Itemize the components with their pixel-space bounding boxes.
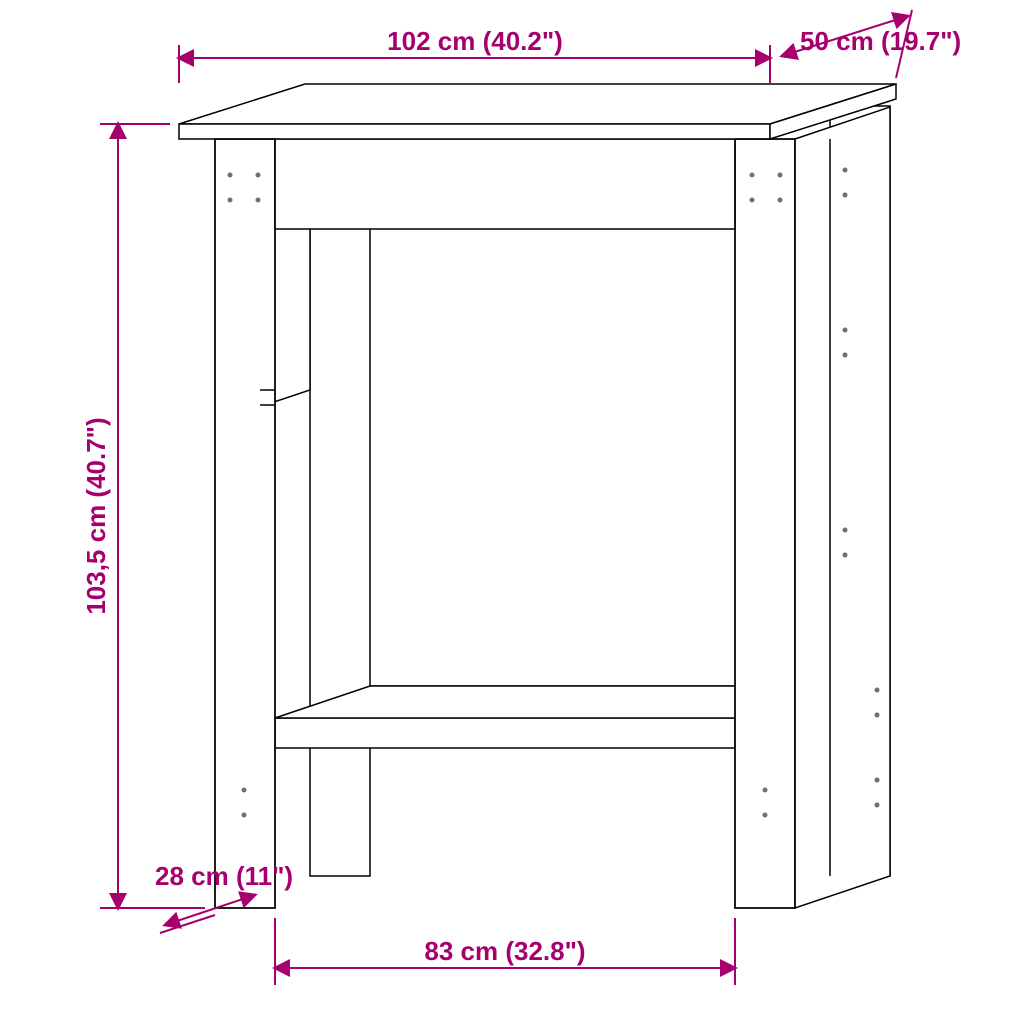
table-drawing	[179, 84, 896, 908]
technical-drawing: 102 cm (40.2") 50 cm (19.7") 103,5 cm (4…	[0, 0, 1024, 1024]
front-stretcher	[275, 718, 735, 748]
dim-depth: 50 cm (19.7")	[782, 10, 961, 78]
front-left-leg	[215, 139, 275, 908]
dim-inner-width: 83 cm (32.8")	[275, 918, 735, 985]
front-right-leg-side	[795, 107, 890, 908]
dim-depth-label: 50 cm (19.7")	[800, 26, 961, 56]
dim-width: 102 cm (40.2")	[179, 26, 770, 83]
front-right-leg	[735, 139, 795, 908]
front-apron	[275, 139, 735, 229]
dim-leg-depth-label: 28 cm (11")	[155, 861, 293, 891]
tabletop-front-face	[179, 124, 770, 139]
dim-inner-width-label: 83 cm (32.8")	[424, 936, 585, 966]
dim-width-label: 102 cm (40.2")	[387, 26, 563, 56]
dim-height-label: 103,5 cm (40.7")	[81, 417, 111, 614]
dim-height: 103,5 cm (40.7")	[81, 124, 205, 908]
